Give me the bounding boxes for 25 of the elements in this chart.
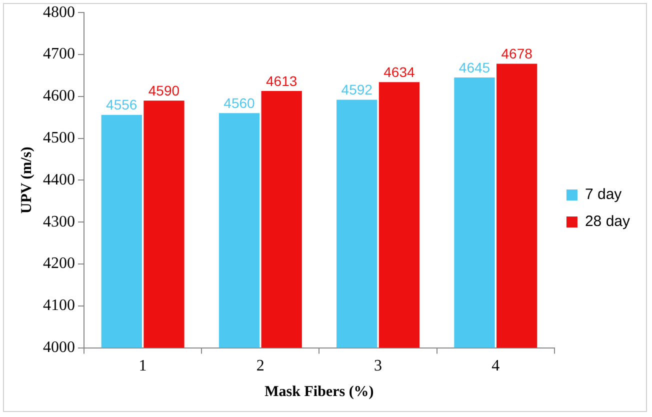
legend-label: 28 day <box>584 213 630 230</box>
y-tick-label: 4500 <box>43 130 75 147</box>
x-tick-label: 1 <box>138 358 147 375</box>
data-label: 4592 <box>341 82 373 98</box>
y-tick-label: 4700 <box>43 46 75 63</box>
data-label: 4678 <box>501 46 533 62</box>
x-tick-label: 2 <box>256 358 264 375</box>
data-label: 4590 <box>148 82 180 98</box>
y-tick-label: 4000 <box>43 339 75 356</box>
data-label: 4613 <box>266 72 298 89</box>
y-tick-label: 4800 <box>43 4 75 21</box>
data-label: 4645 <box>458 59 490 76</box>
y-tick-label: 4400 <box>43 171 75 188</box>
y-tick-label: 4300 <box>43 213 75 230</box>
x-tick-label: 3 <box>374 358 382 375</box>
x-axis-title: Mask Fibers (%) <box>264 384 374 400</box>
data-label: 4634 <box>384 64 415 80</box>
y-tick-label: 4100 <box>43 297 75 314</box>
x-tick-label: 4 <box>492 358 500 375</box>
legend-label: 7 day <box>584 186 622 204</box>
y-tick-label: 4600 <box>43 88 75 105</box>
y-tick-label: 4200 <box>43 255 75 272</box>
data-label: 4556 <box>106 96 138 113</box>
y-axis-title: UPV (m/s) <box>18 146 35 214</box>
data-label: 4560 <box>224 95 256 112</box>
